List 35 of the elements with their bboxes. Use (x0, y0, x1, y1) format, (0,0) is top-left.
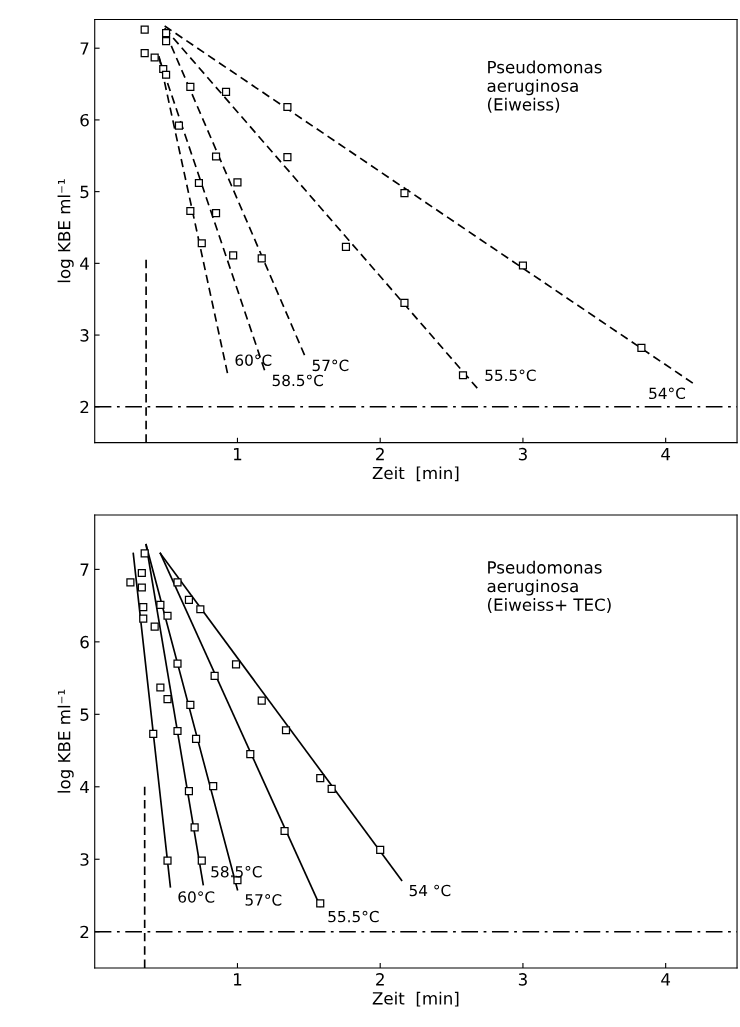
y-tick-label: 3 (80, 329, 89, 342)
y-axis-title: log KBE ml⁻¹ (57, 179, 74, 283)
series-label: 57°C (312, 359, 349, 372)
y-tick-label: 6 (80, 635, 89, 649)
y-tick-label: 2 (80, 400, 89, 414)
y-tick-label: 4 (80, 780, 89, 794)
y-tick-label: 5 (80, 708, 89, 721)
y-tick-label: 7 (80, 563, 89, 576)
series-label: 55.5°C (328, 910, 379, 923)
y-axis-title: log KBE ml⁻¹ (57, 689, 74, 793)
y-tick-label: 4 (80, 257, 89, 270)
x-tick-label: 2 (376, 973, 384, 986)
x-tick-label: 3 (518, 447, 527, 461)
series-label: 54 °C (409, 884, 451, 897)
y-tick-label: 2 (80, 925, 89, 939)
x-tick-label: 4 (661, 448, 671, 461)
series-label: 55.5°C (485, 369, 536, 382)
x-tick-label: 1 (233, 973, 242, 986)
y-tick-label: 5 (80, 185, 89, 199)
y-tick-label: 3 (80, 853, 89, 866)
series-label: 60°C (178, 891, 215, 903)
series-label: 58.5°C (272, 374, 324, 387)
series-label: 54°C (649, 387, 686, 400)
series-label: 57°C (245, 894, 282, 906)
annotation: Pseudomonas aeruginosa (Eiweiss) (487, 60, 602, 113)
x-tick-label: 2 (376, 447, 384, 461)
y-tick-label: 7 (80, 42, 89, 55)
x-axis-title: Zeit [min] (372, 466, 459, 482)
x-tick-label: 3 (518, 973, 527, 986)
series-label: 60°C (235, 354, 272, 366)
y-tick-label: 6 (80, 113, 89, 127)
x-axis-title: Zeit [min] (372, 991, 459, 1007)
annotation: Pseudomonas aeruginosa (Eiweiss+ TEC) (487, 560, 611, 613)
x-tick-label: 1 (233, 448, 242, 461)
x-tick-label: 4 (661, 973, 671, 986)
